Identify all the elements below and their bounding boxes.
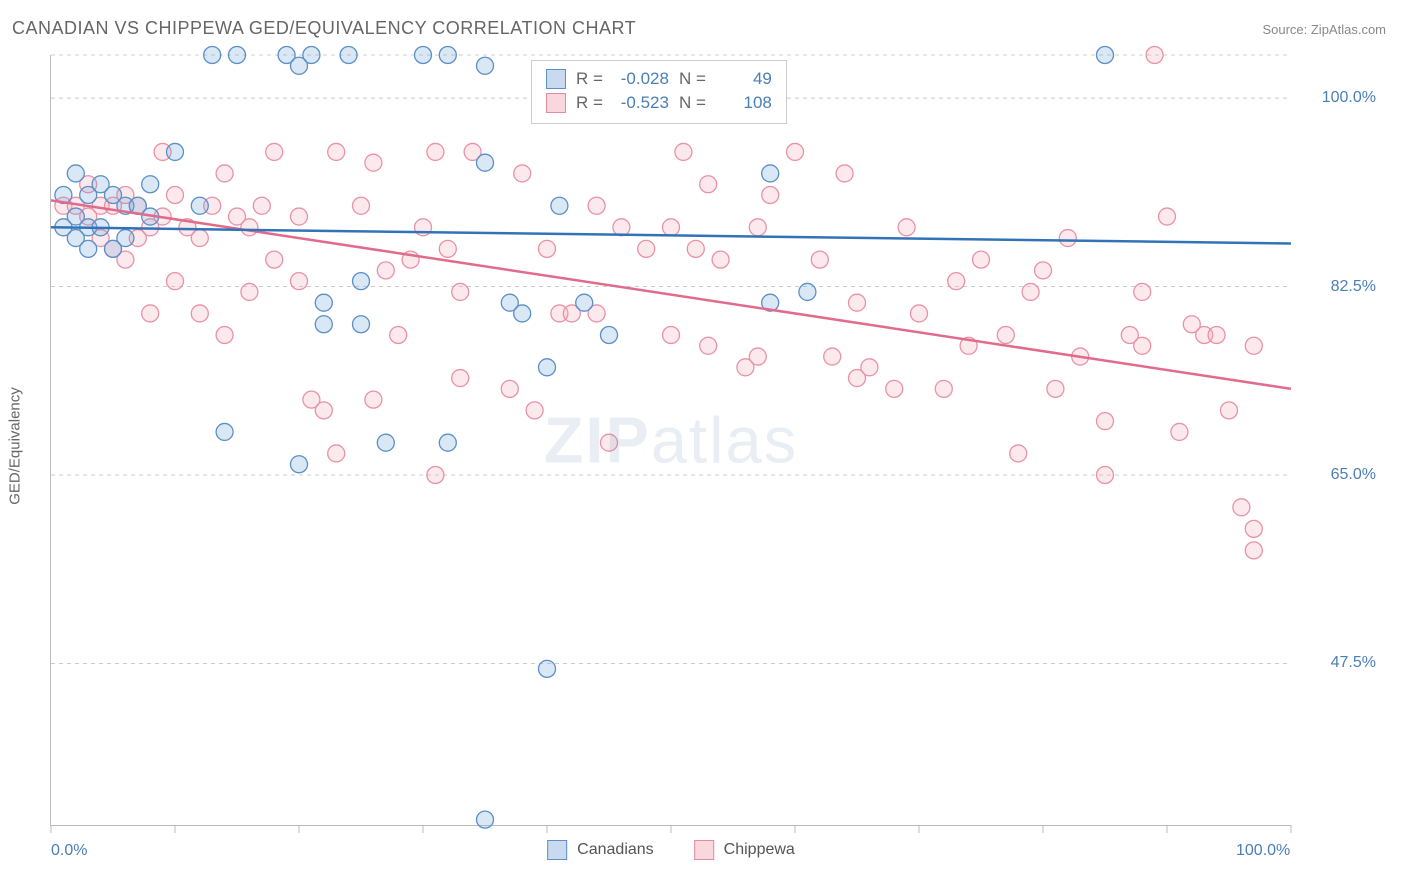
legend-label: Chippewa xyxy=(724,841,795,859)
r-value: -0.028 xyxy=(613,69,669,89)
x-tick-label: 100.0% xyxy=(1236,842,1290,860)
swatch-pink-icon xyxy=(694,840,714,860)
swatch-blue-icon xyxy=(546,69,566,89)
swatch-pink-icon xyxy=(546,93,566,113)
r-label: R = xyxy=(576,69,603,89)
corr-row-blue: R = -0.028 N = 49 xyxy=(546,67,772,91)
n-label: N = xyxy=(679,69,706,89)
n-value: 108 xyxy=(716,93,772,113)
chart-svg xyxy=(51,55,1291,825)
x-tick-label: 0.0% xyxy=(51,842,87,860)
legend-label: Canadians xyxy=(577,841,654,859)
chart-title: CANADIAN VS CHIPPEWA GED/EQUIVALENCY COR… xyxy=(12,18,636,39)
x-legend: Canadians Chippewa xyxy=(547,840,795,860)
source-label: Source: ZipAtlas.com xyxy=(1262,22,1386,37)
r-value: -0.523 xyxy=(613,93,669,113)
y-tick-label: 100.0% xyxy=(1322,89,1376,107)
correlation-legend: R = -0.028 N = 49 R = -0.523 N = 108 xyxy=(531,60,787,124)
legend-item-chippewa: Chippewa xyxy=(694,840,795,860)
y-tick-label: 65.0% xyxy=(1331,466,1376,484)
corr-row-pink: R = -0.523 N = 108 xyxy=(546,91,772,115)
y-axis-title: GED/Equivalency xyxy=(7,387,24,505)
chart-container: CANADIAN VS CHIPPEWA GED/EQUIVALENCY COR… xyxy=(0,0,1406,892)
n-value: 49 xyxy=(716,69,772,89)
swatch-blue-icon xyxy=(547,840,567,860)
y-tick-label: 82.5% xyxy=(1331,278,1376,296)
y-tick-label: 47.5% xyxy=(1331,654,1376,672)
n-label: N = xyxy=(679,93,706,113)
r-label: R = xyxy=(576,93,603,113)
plot-area: ZIPatlas R = -0.028 N = 49 R = -0.523 N … xyxy=(50,55,1291,826)
legend-item-canadians: Canadians xyxy=(547,840,654,860)
